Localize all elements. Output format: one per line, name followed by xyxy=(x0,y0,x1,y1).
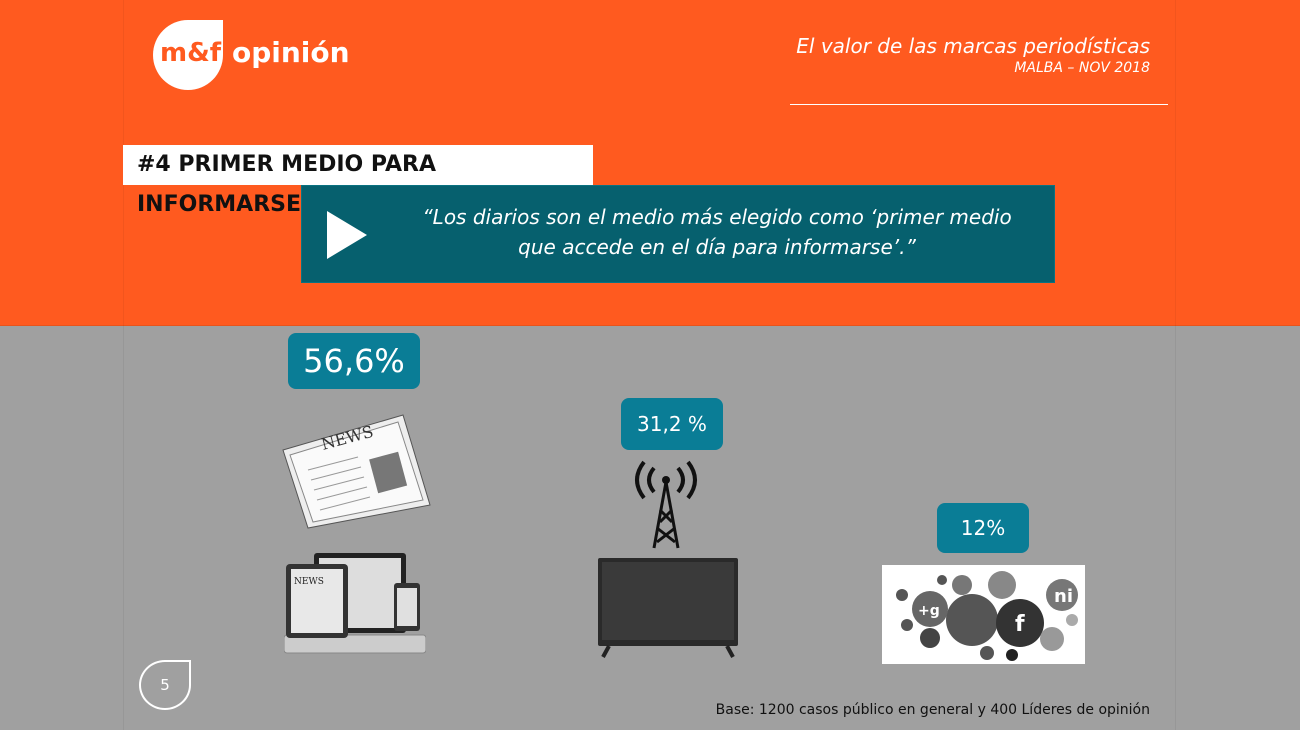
header-rule xyxy=(790,104,1168,105)
divider xyxy=(1175,0,1176,730)
footnote: Base: 1200 casos público en general y 40… xyxy=(715,702,1150,718)
stat-badge-tv: 31,2 % xyxy=(621,398,723,450)
svg-text:ni: ni xyxy=(1054,586,1073,607)
quote-text: “Los diarios son el medio más elegido co… xyxy=(392,202,1042,262)
svg-text:+g: +g xyxy=(918,603,940,619)
quote-line: “Los diarios son el medio más elegido co… xyxy=(422,205,1012,229)
svg-text:NEWS: NEWS xyxy=(294,577,324,587)
devices-icon: NEWS xyxy=(284,553,426,654)
header-title: El valor de las marcas periodísticas xyxy=(796,34,1150,58)
logo-mark: m&f xyxy=(160,38,222,68)
tv-icon xyxy=(598,558,738,658)
stat-badge-diarios: 56,6% xyxy=(288,333,420,389)
section-title: #4 PRIMER MEDIO PARA INFORMARSE xyxy=(123,145,593,217)
stat-badge-redes: 12% xyxy=(937,503,1029,553)
play-icon xyxy=(327,211,367,259)
header-subtitle: MALBA – NOV 2018 xyxy=(1014,60,1150,76)
newspaper-icon: NEWS xyxy=(282,414,431,529)
logo-word: opinión xyxy=(232,36,350,69)
page-number: 5 xyxy=(139,660,191,710)
quote-line: que accede en el día para informarse’.” xyxy=(518,235,916,259)
quote-box: “Los diarios son el medio más elegido co… xyxy=(301,185,1055,283)
social-media-icon: ni f +g xyxy=(882,565,1085,664)
logo-drop xyxy=(153,20,223,90)
svg-text:f: f xyxy=(1015,612,1025,637)
antenna-icon xyxy=(635,460,697,549)
divider xyxy=(123,0,124,730)
